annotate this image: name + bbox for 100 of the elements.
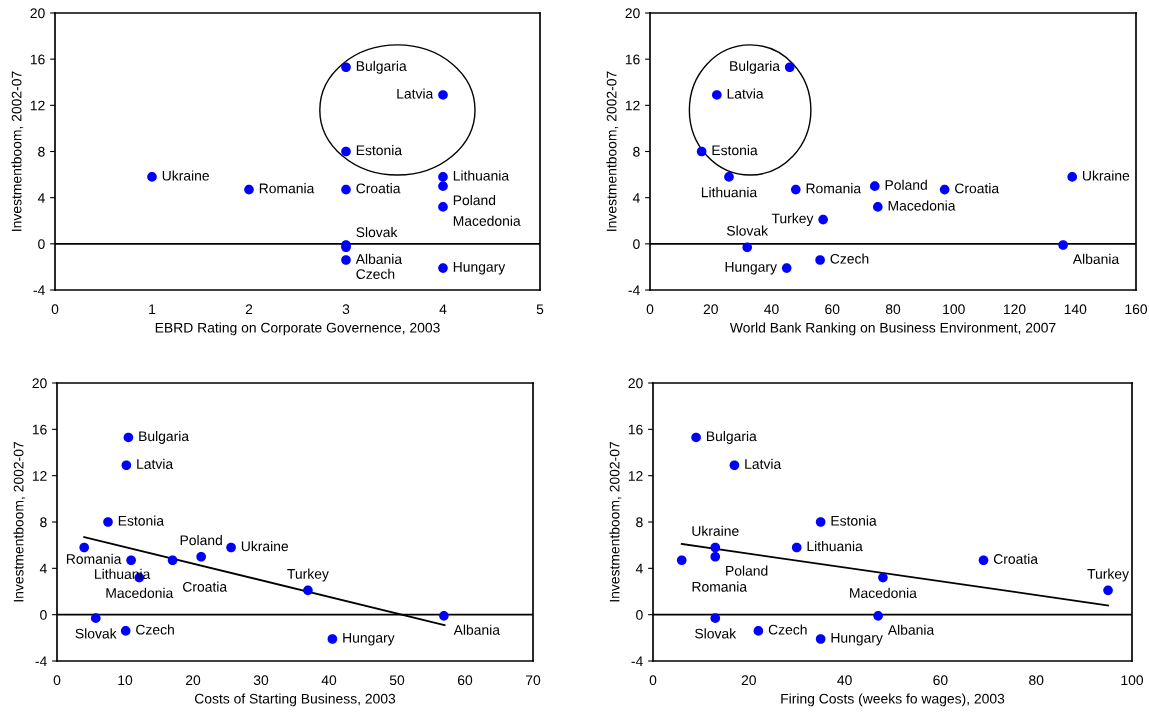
y-tick-label: 20 [628, 378, 643, 389]
point [878, 572, 888, 583]
y-tick-label: 8 [40, 517, 47, 528]
point [1067, 172, 1078, 182]
annotation: Hungary [453, 262, 506, 275]
point [873, 202, 883, 212]
annotation: Bulgaria [139, 430, 190, 444]
annotation: Lithuania [453, 170, 510, 181]
point [873, 611, 883, 621]
y-axis-title: Investmentboom, 2002-07 [606, 71, 619, 231]
point [244, 184, 254, 195]
annotation: Macedonia [888, 200, 956, 211]
x-axis-title: Firing Costs (weeks fo wages), 2003 [781, 693, 1005, 707]
annotation: Poland [180, 535, 222, 546]
point [126, 555, 136, 566]
y-tick-label: 4 [37, 193, 45, 203]
annotation: Turkey [287, 568, 329, 582]
point [438, 263, 448, 273]
annotation: Poland [885, 179, 927, 190]
annotation: Slovak [726, 225, 769, 236]
annotation: Croatia [993, 553, 1038, 564]
x-tick-label: 70 [525, 675, 541, 686]
annotation: Latvia [397, 88, 434, 99]
point [341, 255, 351, 265]
x-tick-label: 40 [321, 675, 337, 686]
y-tick-label: 16 [628, 424, 643, 435]
annotation: Lithuania [701, 187, 758, 198]
annotation: Poland [453, 194, 496, 206]
annotation: Romania [259, 183, 315, 194]
x-tick-label: 100 [943, 304, 965, 315]
point [818, 214, 828, 225]
point [226, 542, 236, 553]
point [791, 542, 802, 553]
y-tick-label: 12 [628, 471, 643, 481]
annotation: Ukraine [1083, 170, 1130, 181]
point [781, 263, 792, 273]
annotation: Romania [692, 581, 748, 592]
annotation: Hungary [343, 633, 395, 646]
x-tick-label: 160 [1125, 304, 1148, 315]
annotation: Turkey [771, 213, 814, 227]
annotation: Macedonia [850, 587, 917, 598]
annotation: Turkey [1087, 568, 1129, 582]
point [815, 255, 825, 265]
x-axis-title: EBRD Rating on Corporate Governence, 2003 [155, 322, 440, 336]
x-tick-label: 50 [389, 675, 405, 686]
annotation: Latvia [745, 458, 782, 469]
annotation: Croatia [955, 183, 1000, 194]
x-tick-label: 100 [1121, 675, 1144, 686]
point [79, 542, 90, 553]
y-tick-label: 20 [32, 378, 47, 389]
y-tick-label: 16 [30, 54, 45, 65]
y-tick-label: 4 [39, 563, 47, 574]
point [1103, 585, 1113, 596]
x-tick-label: 20 [741, 675, 756, 686]
annotation: Estonia [712, 145, 758, 156]
point [439, 611, 449, 621]
point [939, 184, 950, 195]
point [724, 172, 734, 182]
x-tick-label: 60 [933, 675, 948, 686]
point [784, 62, 795, 73]
point [147, 172, 157, 182]
annotation: Bulgaria [356, 60, 407, 74]
y-tick-label: 0 [38, 239, 45, 249]
y-tick-label: 20 [30, 8, 45, 19]
annotation: Lithuania [807, 541, 863, 552]
annotation: Croatia [356, 183, 401, 194]
point [123, 432, 134, 443]
x-tick-label: 20 [185, 675, 201, 686]
annotation: Estonia [118, 515, 165, 526]
y-tick-label: 12 [32, 471, 47, 481]
annotation: Hungary [831, 633, 883, 646]
point [676, 555, 687, 566]
annotation: Bulgaria [730, 60, 780, 74]
x-tick-label: 60 [825, 304, 840, 315]
point [438, 202, 448, 212]
annotation: Albania [453, 624, 500, 635]
point [196, 551, 206, 562]
x-tick-label: 2 [245, 304, 253, 314]
x-tick-label: 4 [439, 304, 447, 314]
y-tick-label: 0 [40, 610, 47, 620]
point [742, 242, 753, 253]
x-tick-label: 40 [764, 304, 779, 315]
point [167, 555, 178, 566]
point [978, 555, 989, 566]
point [729, 460, 740, 471]
x-tick-label: 40 [837, 675, 852, 686]
x-tick-label: 120 [1003, 304, 1026, 315]
point [103, 517, 113, 527]
annotation: Romania [806, 183, 862, 194]
y-tick-label: 8 [636, 517, 643, 528]
annotation: Latvia [137, 458, 174, 469]
x-tick-label: 0 [51, 304, 59, 315]
annotation: Croatia [183, 581, 228, 592]
annotation: Albania [1072, 253, 1120, 264]
x-tick-label: 20 [703, 304, 718, 315]
point [341, 146, 351, 157]
annotation: Ukraine [162, 170, 209, 181]
point [438, 90, 448, 100]
annotation: Slovak [356, 226, 398, 238]
x-axis-title: World Bank Ranking on Business Environment, 2007 [729, 322, 1056, 336]
